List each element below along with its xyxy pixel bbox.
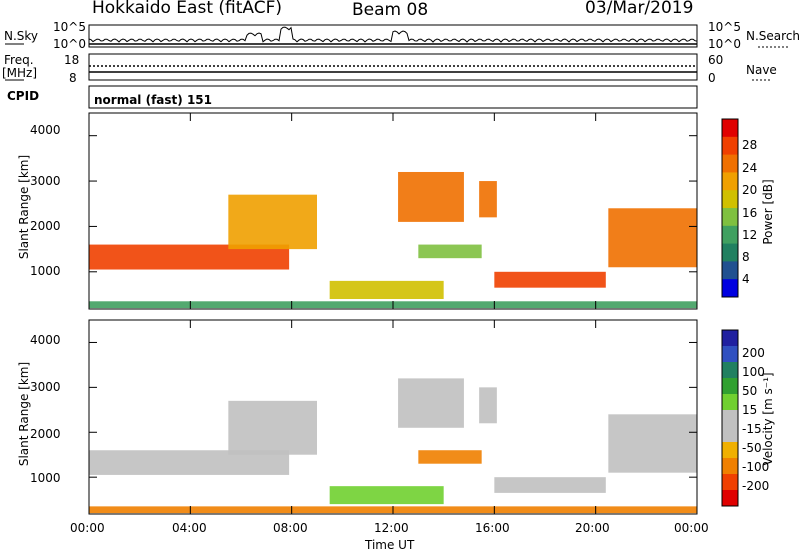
velocity-region-1 (228, 400, 317, 455)
xtick-08: 08:00 (273, 521, 308, 535)
power-colorbar-cell-3 (722, 172, 738, 191)
velocity-region-4 (494, 477, 606, 493)
power-ytick-2000: 2000 (30, 219, 61, 233)
velocity-colorbar-cell-0 (722, 330, 738, 347)
power-cb-12: 12 (742, 228, 758, 242)
velocity-colorbar-cell-10 (722, 490, 738, 507)
velocity-colorbar-cell-4 (722, 394, 738, 411)
power-colorbar-cell-4 (722, 190, 738, 209)
velocity-colorbar-cell-8 (722, 458, 738, 475)
xtick-12: 12:00 (374, 521, 409, 535)
velocity-ytick-2000: 2000 (30, 427, 61, 441)
nave-top-tick: 60 (708, 53, 724, 67)
power-colorbar-cell-6 (722, 225, 738, 245)
nsky-bottom-tick: 10^0 (53, 37, 86, 51)
xtick-20: 20:00 (575, 521, 610, 535)
power-colorbar-cell-7 (722, 243, 738, 262)
velocity-region-5 (418, 450, 482, 464)
power-ytick-1000: 1000 (30, 264, 61, 278)
power-region-7 (329, 280, 444, 300)
power-cb-20: 20 (742, 183, 758, 197)
freq-bottom-tick: 8 (69, 71, 77, 85)
velocity-colorbar-cell-9 (722, 474, 738, 491)
power-colorbar-cell-9 (722, 279, 738, 298)
freq-top-tick: 18 (64, 53, 80, 67)
velocity-cb-15: 15 (742, 403, 758, 417)
xtick-16: 16:00 (475, 521, 510, 535)
xtick-00: 00:00 (70, 521, 105, 535)
velocity-region-3 (479, 387, 497, 424)
velocity-cb-100: 100 (742, 365, 765, 379)
freq-label: Freq. (4, 53, 34, 67)
nsky-frame (88, 24, 698, 48)
velocity-ylabel: Slant Range [km] (17, 361, 31, 467)
cpid-value: normal (fast) 151 (94, 93, 212, 107)
power-ylabel: Slant Range [km] (17, 154, 31, 260)
freq-frame (88, 53, 698, 81)
velocity-ytick-1000: 1000 (30, 471, 61, 485)
power-colorbar-frame (721, 118, 739, 298)
power-region-6 (608, 208, 697, 268)
velocity-ytick-4000: 4000 (30, 333, 61, 347)
date-title: 03/Mar/2019 (585, 0, 694, 18)
velocity-cb-n200: -200 (742, 479, 770, 493)
velocity-ytick-3000: 3000 (30, 380, 61, 394)
velocity-region-6 (608, 414, 697, 473)
nsearch-label: N.Search (746, 29, 800, 43)
power-colorbar-cell-1 (722, 136, 738, 156)
nsearch-bottom-tick: 10^0 (708, 37, 741, 51)
nave-bottom-tick: 0 (708, 71, 716, 85)
power-ytick-3000: 3000 (30, 174, 61, 188)
cpid-frame (88, 85, 698, 109)
velocity-region-2 (398, 378, 464, 428)
velocity-colorbar-cell-1 (722, 346, 738, 363)
velocity-colorbar-cell-6 (722, 426, 738, 443)
nsky-label: N.Sky (4, 29, 39, 43)
power-region-2 (398, 171, 464, 222)
velocity-region-7 (329, 486, 444, 505)
station-title: Hokkaido East (fitACF) (92, 0, 283, 18)
xlabel: Time UT (365, 538, 415, 552)
xtick-04: 04:00 (172, 521, 207, 535)
velocity-colorbar-cell-2 (722, 362, 738, 379)
power-cb-16: 16 (742, 206, 758, 220)
power-ytick-4000: 4000 (30, 123, 61, 137)
velocity-colorbar-cell-5 (722, 410, 738, 427)
nsky-trace (88, 26, 698, 43)
power-colorbar-cell-0 (722, 119, 738, 138)
nsearch-top-tick: 10^5 (708, 20, 741, 34)
power-colorbar-cell-8 (722, 261, 738, 280)
beam-title: Beam 08 (352, 0, 429, 20)
velocity-cb-label: Velocity [m s⁻¹] (761, 372, 775, 466)
power-region-4 (494, 271, 606, 288)
xtick-24: 00:00 (674, 521, 709, 535)
velocity-cb-n50: -50 (742, 441, 762, 455)
velocity-cb-n15: -15 (742, 422, 762, 436)
nsky-top-tick: 10^5 (53, 20, 86, 34)
velocity-colorbar-cell-7 (722, 442, 738, 459)
power-region-3 (479, 181, 497, 218)
power-cb-label: Power [dB] (761, 179, 775, 245)
power-region-1 (228, 194, 317, 250)
velocity-cb-200: 200 (742, 346, 765, 360)
power-colorbar-cell-2 (722, 154, 738, 173)
power-region-5 (418, 244, 482, 259)
velocity-cb-n100: -100 (742, 460, 770, 474)
cpid-label: CPID (7, 89, 40, 103)
power-cb-28: 28 (742, 138, 758, 152)
freq-unit: [MHz] (2, 66, 38, 80)
velocity-colorbar-frame (721, 329, 739, 507)
power-cb-4: 4 (742, 272, 750, 286)
velocity-colorbar-cell-3 (722, 378, 738, 395)
power-cb-8: 8 (742, 250, 750, 264)
nave-label: Nave (746, 63, 777, 77)
power-colorbar-cell-5 (722, 208, 738, 227)
power-cb-24: 24 (742, 161, 758, 175)
velocity-cb-50: 50 (742, 384, 758, 398)
